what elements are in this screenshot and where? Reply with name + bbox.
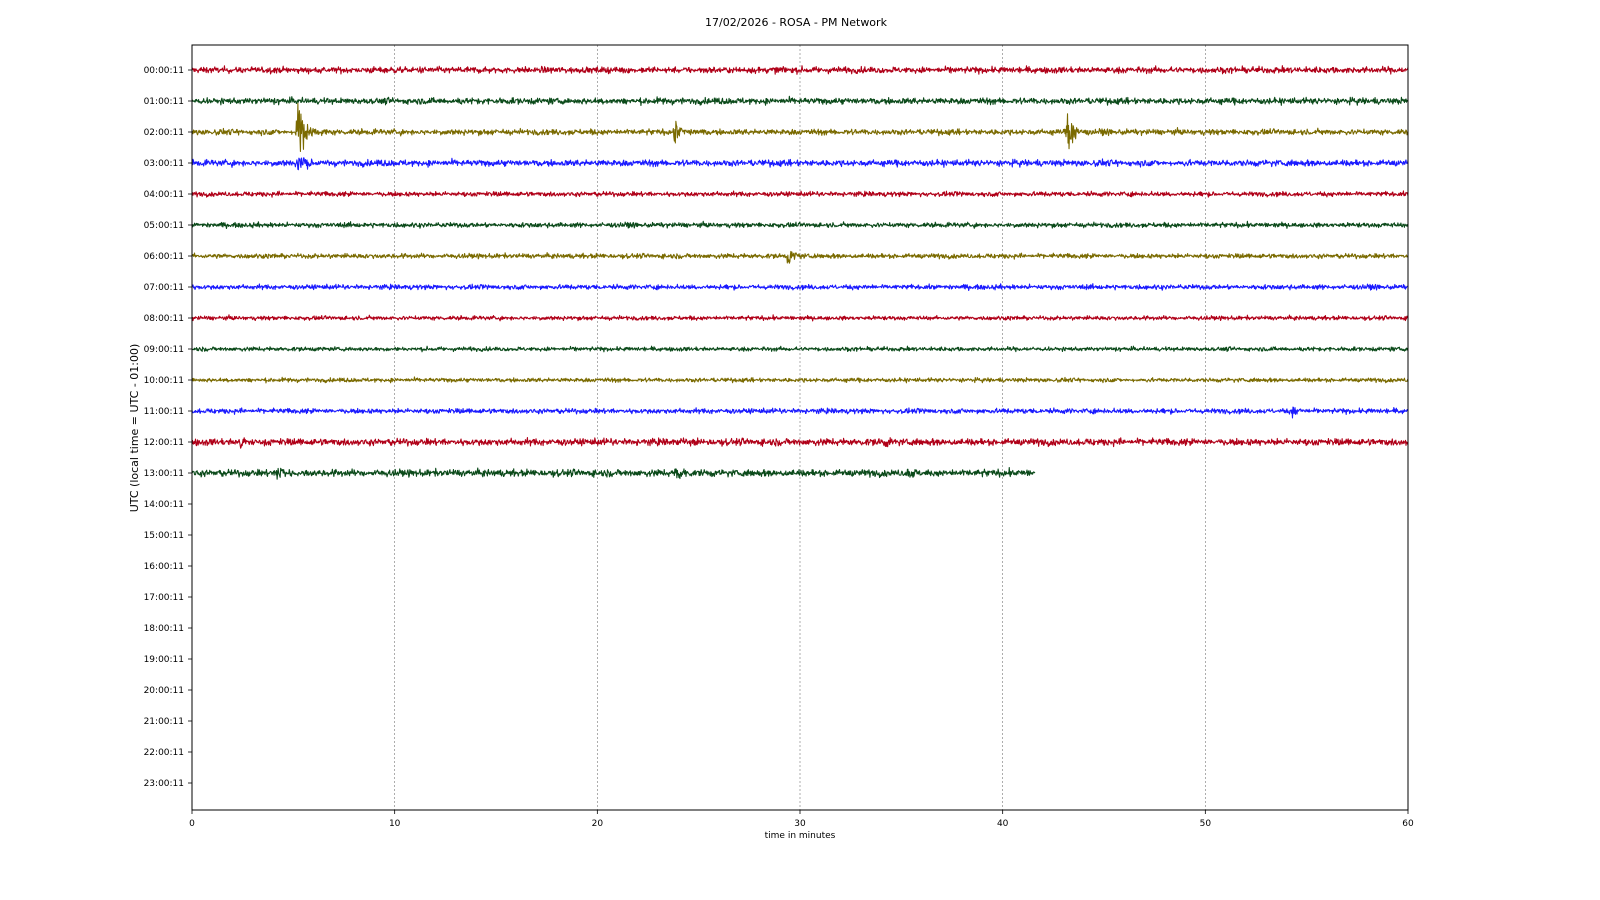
trace-line-7 bbox=[191, 283, 1409, 292]
y-tick-label-11: 11:00:11 bbox=[144, 407, 184, 417]
y-tick-label-22: 22:00:11 bbox=[144, 748, 184, 758]
y-tick-label-14: 14:00:11 bbox=[144, 500, 184, 510]
y-tick-label-8: 08:00:11 bbox=[144, 314, 184, 324]
y-tick-label-10: 10:00:11 bbox=[144, 376, 184, 386]
trace-line-1 bbox=[191, 95, 1409, 107]
y-tick-label-5: 05:00:11 bbox=[144, 221, 184, 231]
y-tick-label-2: 02:00:11 bbox=[144, 128, 184, 138]
x-tick-label-0: 0 bbox=[189, 819, 195, 829]
y-tick-label-4: 04:00:11 bbox=[144, 190, 184, 200]
chart-title: 17/02/2026 - ROSA - PM Network bbox=[705, 16, 888, 29]
y-tick-label-7: 07:00:11 bbox=[144, 283, 184, 293]
x-tick-label-4: 40 bbox=[997, 819, 1009, 829]
y-tick-label-0: 00:00:11 bbox=[144, 66, 184, 76]
y-tick-label-3: 03:00:11 bbox=[144, 159, 184, 169]
trace-line-4 bbox=[191, 190, 1409, 198]
trace-line-5 bbox=[191, 220, 1409, 230]
y-tick-label-6: 06:00:11 bbox=[144, 252, 184, 262]
x-tick-label-5: 50 bbox=[1200, 819, 1212, 829]
trace-line-0 bbox=[191, 65, 1409, 75]
y-tick-label-19: 19:00:11 bbox=[144, 655, 184, 665]
trace-line-8 bbox=[191, 314, 1409, 322]
x-axis-label: time in minutes bbox=[765, 831, 836, 841]
y-tick-label-1: 01:00:11 bbox=[144, 97, 184, 107]
x-tick-label-1: 10 bbox=[389, 819, 401, 829]
y-tick-label-13: 13:00:11 bbox=[144, 469, 184, 479]
grid-lines bbox=[394, 45, 1206, 810]
y-tick-label-16: 16:00:11 bbox=[144, 562, 184, 572]
y-tick-label-15: 15:00:11 bbox=[144, 531, 184, 541]
trace-line-10 bbox=[191, 376, 1409, 384]
trace-line-2 bbox=[191, 102, 1409, 153]
x-tick-labels: 0 10 20 30 40 50 60 bbox=[189, 810, 1414, 829]
y-tick-labels: 00:00:11 01:00:11 02:00:11 03:00:11 04:00:11… bbox=[144, 66, 192, 789]
trace-line-13 bbox=[191, 467, 1036, 480]
x-tick-label-2: 20 bbox=[592, 819, 604, 829]
trace-line-6 bbox=[191, 250, 1409, 264]
y-tick-label-20: 20:00:11 bbox=[144, 686, 184, 696]
y-axis-label: UTC (local time = UTC - 01:00) bbox=[128, 344, 141, 513]
trace-line-11 bbox=[191, 406, 1409, 419]
y-tick-label-18: 18:00:11 bbox=[144, 624, 184, 634]
y-tick-label-21: 21:00:11 bbox=[144, 717, 184, 727]
y-tick-label-9: 09:00:11 bbox=[144, 345, 184, 355]
traces-group bbox=[191, 65, 1409, 480]
y-tick-label-12: 12:00:11 bbox=[144, 438, 184, 448]
y-tick-label-17: 17:00:11 bbox=[144, 593, 184, 603]
plot-frame bbox=[191, 44, 1409, 811]
trace-line-9 bbox=[191, 345, 1409, 353]
trace-line-12 bbox=[191, 437, 1409, 449]
y-tick-label-23: 23:00:11 bbox=[144, 779, 184, 789]
x-tick-label-3: 30 bbox=[794, 819, 806, 829]
trace-line-3 bbox=[191, 157, 1409, 171]
x-tick-label-6: 60 bbox=[1402, 819, 1414, 829]
